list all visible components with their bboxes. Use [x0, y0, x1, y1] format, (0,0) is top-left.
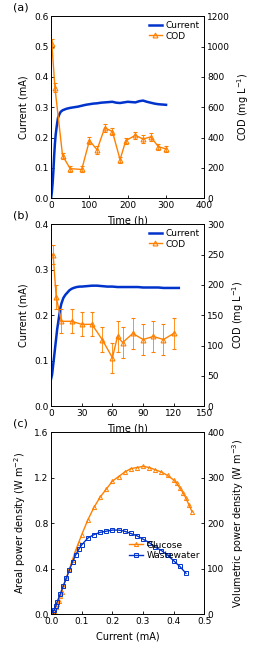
Glucose	[117, 473, 120, 480]
Glucose	[181, 489, 184, 497]
Glucose	[184, 495, 188, 502]
Glucose	[80, 530, 83, 538]
Wastewater	[166, 551, 169, 559]
Glucose	[62, 582, 65, 590]
Y-axis label: Current (mA): Current (mA)	[18, 283, 28, 347]
Y-axis label: COD (mg L$^{-1}$): COD (mg L$^{-1}$)	[230, 281, 246, 350]
Glucose	[123, 468, 126, 476]
Y-axis label: COD (mg L$^{-1}$): COD (mg L$^{-1}$)	[236, 73, 252, 142]
Wastewater	[92, 530, 96, 538]
Glucose	[135, 463, 139, 471]
Wastewater	[141, 536, 145, 543]
Wastewater	[117, 526, 120, 534]
Glucose	[60, 588, 63, 595]
Glucose	[57, 597, 60, 604]
Wastewater	[74, 551, 77, 559]
Wastewater	[135, 532, 139, 539]
Glucose	[166, 472, 169, 480]
Wastewater	[71, 558, 74, 566]
Wastewater	[65, 574, 68, 582]
Glucose	[175, 480, 178, 488]
Line: Glucose: Glucose	[49, 464, 194, 616]
Legend: Glucose, Wastewater: Glucose, Wastewater	[127, 539, 202, 562]
Glucose	[154, 466, 157, 474]
Legend: Current, COD: Current, COD	[147, 19, 202, 42]
Glucose	[178, 484, 181, 492]
Wastewater	[123, 527, 126, 535]
Glucose	[65, 574, 68, 582]
Glucose	[74, 547, 77, 554]
Glucose	[53, 607, 56, 615]
Text: (c): (c)	[13, 419, 28, 428]
Y-axis label: Volumetric power density (W m$^{-3}$): Volumetric power density (W m$^{-3}$)	[230, 439, 246, 608]
Wastewater	[62, 582, 65, 590]
Wastewater	[54, 603, 57, 610]
Wastewater	[59, 590, 62, 598]
Wastewater	[178, 563, 181, 571]
Glucose	[99, 493, 102, 501]
X-axis label: Current (mA): Current (mA)	[96, 632, 160, 642]
Wastewater	[105, 527, 108, 535]
Glucose	[71, 556, 74, 564]
Wastewater	[68, 566, 71, 574]
Wastewater	[184, 569, 188, 577]
Wastewater	[86, 534, 89, 542]
X-axis label: Time (h): Time (h)	[107, 424, 148, 434]
Glucose	[51, 608, 54, 616]
Glucose	[172, 476, 175, 484]
X-axis label: Time (h): Time (h)	[107, 216, 148, 226]
Y-axis label: Current (mA): Current (mA)	[18, 75, 28, 139]
Glucose	[77, 539, 80, 547]
Wastewater	[154, 543, 157, 551]
Wastewater	[160, 547, 163, 554]
Wastewater	[99, 528, 102, 536]
Legend: Current, COD: Current, COD	[147, 227, 202, 250]
Glucose	[188, 501, 191, 509]
Wastewater	[172, 557, 175, 565]
Glucose	[129, 465, 132, 473]
Glucose	[54, 603, 57, 611]
Wastewater	[111, 526, 114, 534]
Wastewater	[77, 545, 80, 553]
Glucose	[68, 565, 71, 573]
Glucose	[141, 463, 145, 471]
Text: (b): (b)	[13, 211, 29, 220]
Glucose	[86, 516, 89, 524]
Wastewater	[148, 539, 151, 547]
Text: (a): (a)	[13, 3, 28, 12]
Glucose	[50, 610, 53, 618]
Wastewater	[129, 530, 132, 538]
Wastewater	[51, 608, 54, 616]
Glucose	[56, 600, 59, 608]
Glucose	[190, 508, 194, 516]
Wastewater	[50, 610, 53, 618]
Glucose	[111, 477, 114, 485]
Glucose	[148, 463, 151, 471]
Wastewater	[56, 598, 59, 606]
Line: Wastewater: Wastewater	[49, 528, 188, 616]
Glucose	[92, 503, 96, 511]
Glucose	[105, 485, 108, 493]
Wastewater	[80, 541, 83, 549]
Y-axis label: Areal power density (W m$^{-2}$): Areal power density (W m$^{-2}$)	[13, 452, 28, 594]
Wastewater	[53, 606, 56, 614]
Glucose	[160, 468, 163, 476]
Glucose	[59, 592, 62, 600]
